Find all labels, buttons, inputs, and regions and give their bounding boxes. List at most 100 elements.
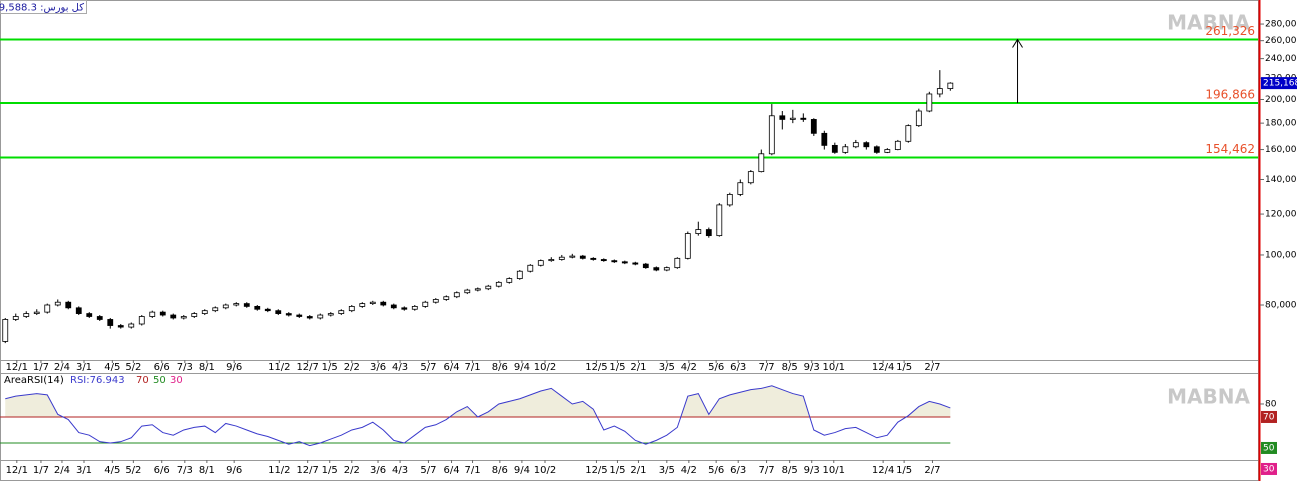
- x-tick-label: 12/7: [296, 362, 318, 373]
- x-tick-label: 9/6: [226, 465, 242, 476]
- candle-body: [159, 311, 166, 316]
- candle-body: [107, 319, 114, 326]
- candle-body: [201, 310, 208, 314]
- x-tick-label: 8/1: [199, 362, 215, 373]
- x-tick-label: 5/6: [708, 362, 724, 373]
- x-tick-label: 12/4: [872, 362, 894, 373]
- candle-body: [632, 262, 639, 265]
- x-tick-label: 1/5: [322, 465, 338, 476]
- candle-body: [86, 313, 93, 317]
- x-tick-label: 2/4: [54, 362, 70, 373]
- last-price-box: [1261, 77, 1297, 90]
- x-tick-label: 2/1: [630, 362, 646, 373]
- y-tick-label: 240,000: [1265, 54, 1297, 64]
- last-price-label: 215,168: [1263, 79, 1297, 89]
- candle-body: [180, 316, 187, 319]
- candle-body: [558, 256, 565, 260]
- x-tick-label: 2/7: [924, 465, 940, 476]
- x-tick-label: 4/2: [681, 362, 697, 373]
- x-tick-label: 8/6: [492, 465, 508, 476]
- candle-body: [338, 310, 345, 314]
- candle-body: [936, 88, 943, 95]
- x-tick-label: 1/7: [33, 362, 49, 373]
- watermark: MABNA: [1167, 11, 1250, 35]
- candle-body: [212, 307, 219, 312]
- candle-body: [527, 264, 534, 272]
- x-tick-label: 4/3: [392, 465, 408, 476]
- candle-body: [149, 311, 156, 317]
- candle-body: [359, 303, 366, 307]
- x-tick-label: 5/7: [420, 362, 436, 373]
- candle-body: [128, 323, 135, 328]
- candle-body: [44, 304, 51, 313]
- x-tick-label: 2/2: [344, 362, 360, 373]
- x-tick-label: 3/5: [659, 362, 675, 373]
- candle-body: [96, 316, 103, 320]
- candle-body: [758, 153, 765, 173]
- x-tick-label: 2/2: [344, 465, 360, 476]
- candle-body: [285, 313, 292, 316]
- y-tick-label: 160,000: [1265, 145, 1297, 155]
- candle-body: [537, 260, 544, 266]
- candle-body: [443, 296, 450, 300]
- x-tick-label: 7/3: [177, 362, 193, 373]
- candle-body: [464, 289, 471, 294]
- x-tick-label: 6/6: [154, 362, 170, 373]
- candle-body: [789, 117, 796, 120]
- candle-body: [485, 285, 492, 290]
- rsi-level-box: [1261, 441, 1277, 454]
- x-tick-label: 8/1: [199, 465, 215, 476]
- candle-body: [222, 304, 229, 309]
- candle-body: [243, 303, 250, 307]
- x-tick-label: 7/1: [464, 465, 480, 476]
- candle-body: [821, 132, 828, 146]
- candle-body: [411, 306, 418, 310]
- candle-body: [716, 204, 723, 237]
- x-tick-label: 12/7: [296, 465, 318, 476]
- candle-body: [915, 110, 922, 127]
- x-tick-label: 9/4: [514, 465, 530, 476]
- candle-body: [65, 301, 72, 309]
- y-tick-label: 100,000: [1265, 250, 1297, 260]
- candle-body: [254, 306, 261, 310]
- x-tick-label: 2/1: [630, 465, 646, 476]
- candle-body: [2, 319, 9, 342]
- candle-body: [800, 117, 807, 120]
- rsi-level-box-label: 50: [1263, 443, 1275, 453]
- candle-body: [674, 257, 681, 269]
- candle-body: [233, 303, 240, 306]
- candle-body: [506, 278, 513, 283]
- x-tick-label: 12/5: [585, 465, 607, 476]
- x-tick-label: 6/4: [443, 362, 459, 373]
- y-tick-label: 140,000: [1265, 175, 1297, 185]
- rsi-level-box-label: 70: [1263, 412, 1275, 422]
- candle-body: [894, 140, 901, 150]
- candle-body: [810, 119, 817, 134]
- x-tick-label: 7/7: [759, 362, 775, 373]
- x-tick-label: 7/7: [759, 465, 775, 476]
- x-tick-label: 9/3: [804, 362, 820, 373]
- rsi-legend-level: 70: [136, 375, 149, 386]
- candle-body: [947, 82, 954, 89]
- candle-body: [863, 142, 870, 148]
- x-tick-label: 5/7: [420, 465, 436, 476]
- rsi-fill: [5, 385, 951, 417]
- x-tick-label: 1/5: [609, 362, 625, 373]
- candle-body: [453, 292, 460, 298]
- candle-body: [768, 115, 775, 155]
- rsi-level-box-label: 30: [1263, 464, 1275, 474]
- rsi-title: AreaRSI(14): [4, 375, 64, 386]
- candle-body: [884, 149, 891, 153]
- level-label: 154,462: [1205, 142, 1255, 156]
- candle-body: [33, 311, 40, 314]
- candle-body: [23, 313, 30, 317]
- x-tick-label: 4/5: [104, 465, 120, 476]
- x-tick-label: 11/2: [268, 362, 290, 373]
- rsi-legend-level: 30: [170, 375, 183, 386]
- candle-body: [306, 316, 313, 319]
- candle-body: [852, 142, 859, 148]
- x-tick-label: 1/7: [33, 465, 49, 476]
- x-tick-label: 6/6: [154, 465, 170, 476]
- level-label: 261,326: [1205, 24, 1255, 38]
- y-tick-label: 180,000: [1265, 119, 1297, 129]
